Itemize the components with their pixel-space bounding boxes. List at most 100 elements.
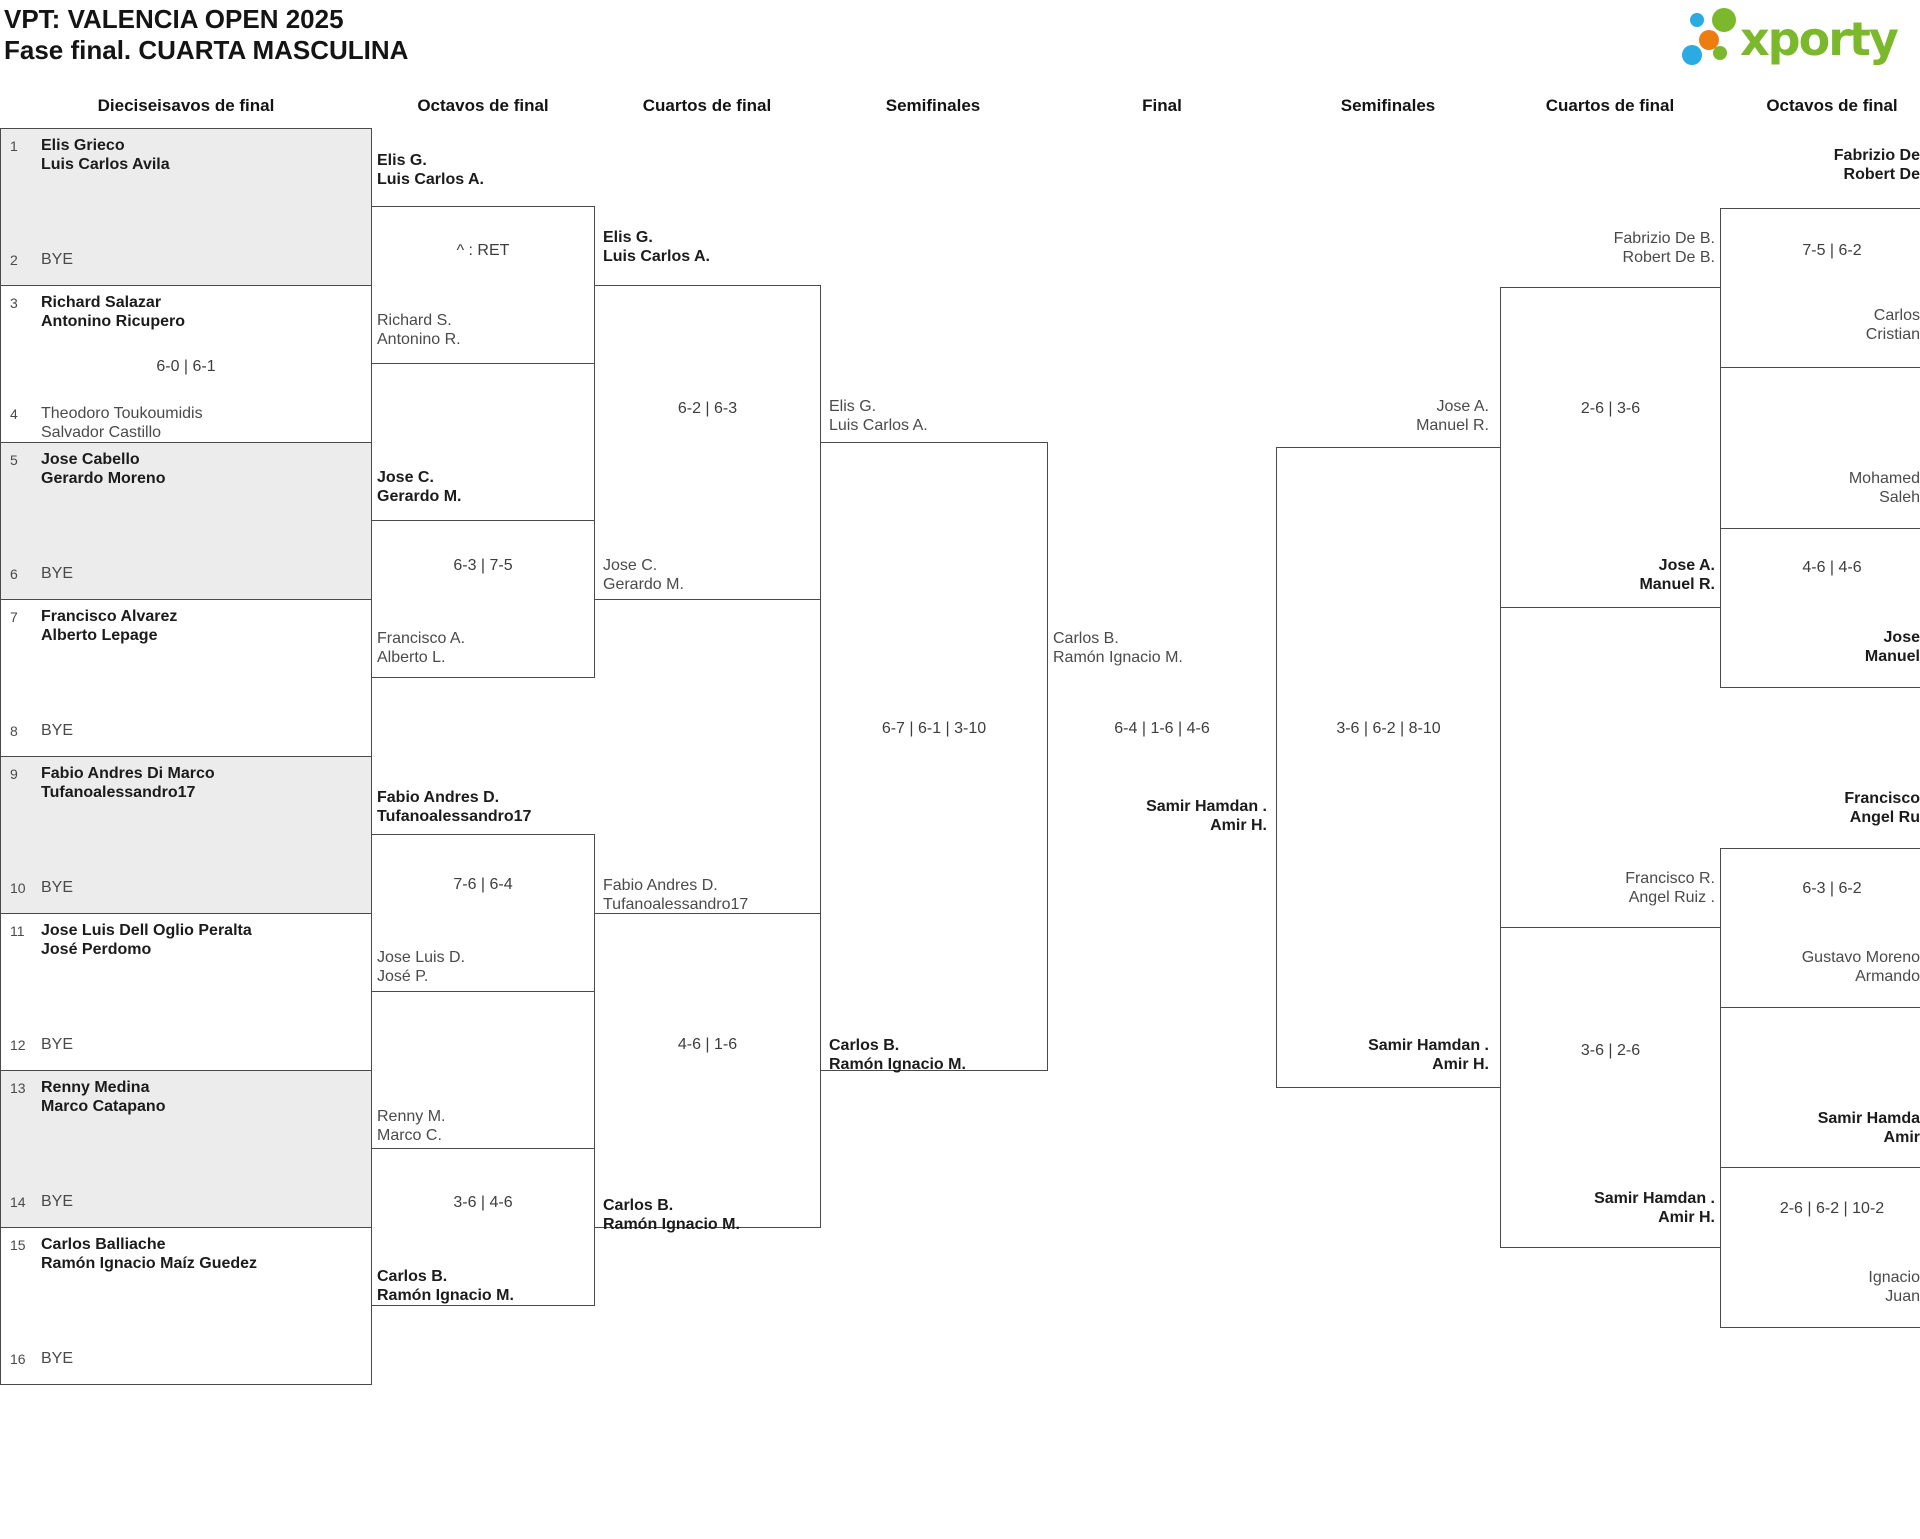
team-entry: 5 Jose Cabello Gerardo Moreno bbox=[10, 450, 165, 488]
match-box-r32-8 bbox=[0, 1227, 372, 1385]
seed-number: 15 bbox=[10, 1237, 26, 1253]
seed-number: 8 bbox=[10, 723, 18, 739]
seed-number: 14 bbox=[10, 1194, 26, 1210]
team-name: Francisco Angel Ru bbox=[1844, 790, 1920, 826]
seed-number: 3 bbox=[10, 295, 18, 311]
team-name: Jose C. Gerardo M. bbox=[377, 469, 462, 505]
seed-number: 4 bbox=[10, 406, 18, 422]
seed-number: 9 bbox=[10, 766, 18, 782]
team-name: Mohamed Saleh bbox=[1848, 470, 1920, 506]
seed-number: 5 bbox=[10, 452, 18, 468]
match-box-q-r2 bbox=[1500, 927, 1721, 1248]
match-box-r32-4 bbox=[0, 599, 372, 757]
team-entry: 12 BYE bbox=[10, 1035, 73, 1054]
match-box-r32-5 bbox=[0, 756, 372, 914]
team-name: Carlos Balliache Ramón Ignacio Maíz Guede… bbox=[41, 1236, 258, 1272]
team-entry: 9 Fabio Andres Di Marco Tufanoalessandro1… bbox=[10, 764, 215, 802]
round-header-3: Cuartos de final bbox=[642, 96, 772, 115]
team-entry: 15 Carlos Balliache Ramón Ignacio Maíz Gu… bbox=[10, 1235, 257, 1273]
team-entry: 16 BYE bbox=[10, 1349, 73, 1368]
logo-dot-blue-large bbox=[1682, 45, 1702, 65]
match-box-r32-1 bbox=[0, 128, 372, 286]
round-header-5: Final bbox=[1142, 96, 1182, 115]
seed-number: 10 bbox=[10, 880, 26, 896]
team-name: BYE bbox=[41, 1350, 74, 1367]
seed-number: 2 bbox=[10, 252, 18, 268]
match-score: 6-3 | 7-5 bbox=[453, 557, 513, 574]
team-name: Jose A. Manuel R. bbox=[1639, 557, 1715, 593]
team-name: Elis Grieco Luis Carlos Avila bbox=[41, 137, 170, 173]
logo-dot-green-large bbox=[1712, 8, 1736, 32]
match-box-q-l1 bbox=[594, 285, 821, 600]
team-name: Jose A. Manuel R. bbox=[1416, 398, 1489, 434]
team-name: Samir Hamdan . Amir H. bbox=[1146, 798, 1267, 834]
seed-number: 7 bbox=[10, 609, 18, 625]
team-entry: 4 Theodoro Toukoumidis Salvador Castillo bbox=[10, 404, 203, 442]
xporty-logo: xporty bbox=[1678, 5, 1920, 74]
team-name: Fabrizio De Robert De bbox=[1833, 147, 1920, 183]
match-score: 3-6 | 2-6 bbox=[1580, 1042, 1641, 1059]
round-header-2: Octavos de final bbox=[417, 96, 549, 115]
team-name: BYE bbox=[41, 1036, 74, 1053]
team-entry: 3 Richard Salazar Antonino Ricupero bbox=[10, 293, 185, 331]
round-header-1: Dieciseisavos de final bbox=[97, 96, 275, 115]
team-name: BYE bbox=[41, 722, 74, 739]
match-box-q-r1 bbox=[1500, 287, 1721, 608]
team-name: Francisco A. Alberto L. bbox=[377, 630, 466, 666]
match-box-r32-6 bbox=[0, 913, 372, 1071]
team-name: Ignacio Juan bbox=[1868, 1269, 1920, 1305]
team-name: Jose Luis Dell Oglio Peralta José Perdomo bbox=[41, 922, 252, 958]
match-box-o-l1 bbox=[371, 206, 595, 364]
team-entry: 14 BYE bbox=[10, 1192, 73, 1211]
round-header-6: Semifinales bbox=[1340, 96, 1436, 115]
team-name: Theodoro Toukoumidis Salvador Castillo bbox=[41, 405, 203, 441]
team-name: Jose C. Gerardo M. bbox=[603, 557, 684, 593]
tournament-name: VPT: VALENCIA OPEN 2025 bbox=[4, 4, 344, 34]
seed-number: 11 bbox=[10, 923, 25, 939]
team-name: Richard S. Antonino R. bbox=[377, 312, 461, 348]
team-name: Samir Hamdan . Amir H. bbox=[1594, 1190, 1715, 1226]
match-box-o-r1 bbox=[1720, 208, 1920, 368]
team-entry: 7 Francisco Alvarez Alberto Lepage bbox=[10, 607, 177, 645]
match-score: 3-6 | 4-6 bbox=[453, 1194, 513, 1211]
round-header-8: Octavos de final bbox=[1766, 96, 1898, 115]
match-box-o-l4 bbox=[371, 1148, 595, 1306]
logo-wordmark: xporty bbox=[1740, 12, 1899, 66]
logo-dot-orange bbox=[1699, 30, 1719, 50]
team-name: Jose Manuel bbox=[1864, 629, 1920, 665]
seed-number: 6 bbox=[10, 566, 18, 582]
team-name: Carlos B. Ramón Ignacio M. bbox=[377, 1268, 514, 1304]
xporty-logo-graphic: xporty bbox=[1682, 8, 1901, 66]
match-score: ^ : RET bbox=[456, 242, 510, 259]
team-name: Renny Medina Marco Catapano bbox=[41, 1079, 166, 1115]
team-name: Jose Cabello Gerardo Moreno bbox=[41, 451, 166, 487]
match-score: 2-6 | 3-6 bbox=[1580, 400, 1641, 417]
team-name: Carlos B. Ramón Ignacio M. bbox=[603, 1197, 740, 1233]
team-name: Fabio Andres Di Marco Tufanoalessandro17 bbox=[41, 765, 215, 801]
team-name: Elis G. Luis Carlos A. bbox=[829, 398, 928, 434]
match-score: 4-6 | 4-6 bbox=[1802, 559, 1862, 576]
team-name: Francisco R. Angel Ruiz . bbox=[1625, 870, 1715, 906]
team-name: Renny M. Marco C. bbox=[377, 1108, 446, 1144]
team-name: Samir Hamda Amir bbox=[1817, 1110, 1920, 1146]
logo-dot-blue-small bbox=[1690, 13, 1704, 27]
match-score: 6-3 | 6-2 bbox=[1802, 880, 1862, 897]
team-entry: 11 Jose Luis Dell Oglio Peralta José Perd… bbox=[10, 921, 252, 959]
team-name: Elis G. Luis Carlos A. bbox=[603, 229, 710, 265]
match-score: 6-4 | 1-6 | 4-6 bbox=[1114, 720, 1210, 737]
match-score: 3-6 | 6-2 | 8-10 bbox=[1336, 720, 1441, 737]
match-score: 2-6 | 6-2 | 10-2 bbox=[1779, 1200, 1885, 1217]
seed-number: 1 bbox=[10, 138, 18, 154]
round-header-4: Semifinales bbox=[885, 96, 981, 115]
team-name: Jose Luis D. José P. bbox=[377, 949, 466, 985]
team-name: BYE bbox=[41, 1193, 74, 1210]
page-title: VPT: VALENCIA OPEN 2025 Fase final. CUAR… bbox=[4, 4, 408, 66]
match-score: 6-7 | 6-1 | 3-10 bbox=[881, 720, 987, 737]
team-name: BYE bbox=[41, 879, 74, 896]
match-box-o-r3 bbox=[1720, 848, 1920, 1008]
match-score: 7-6 | 6-4 bbox=[453, 876, 513, 893]
match-box-sf-left bbox=[820, 442, 1048, 1071]
team-entry: 2 BYE bbox=[10, 250, 73, 269]
match-box-r32-7 bbox=[0, 1070, 372, 1228]
